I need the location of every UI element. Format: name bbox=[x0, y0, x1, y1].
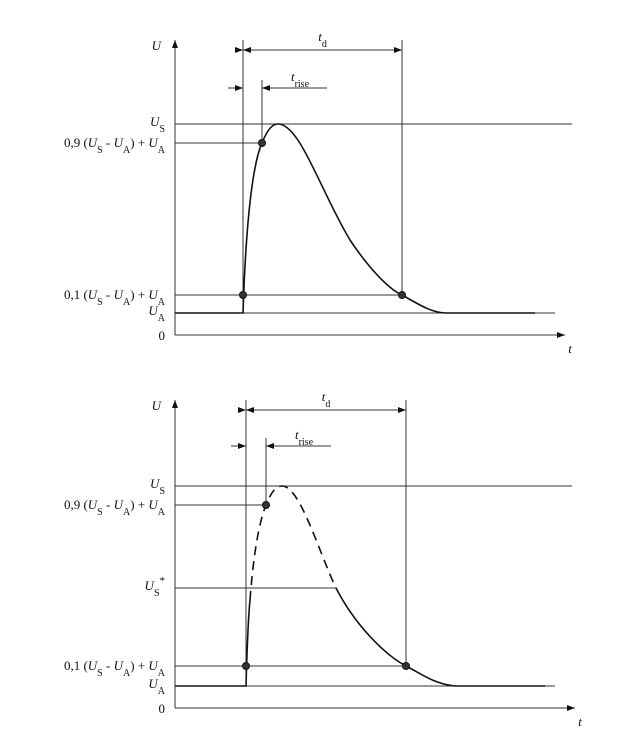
pulse-curve-dashed bbox=[249, 485, 337, 601]
u-s-star-label: US* bbox=[145, 575, 165, 599]
label-part: rise bbox=[299, 437, 314, 448]
label-part: U bbox=[148, 676, 159, 691]
label-part: ) + bbox=[130, 287, 148, 302]
label-part: U bbox=[114, 658, 125, 673]
level-label: 0,9 (US - UA) + UA bbox=[64, 135, 166, 156]
level-label: 0,1 (US - UA) + UA bbox=[64, 658, 166, 679]
label-part: U bbox=[88, 658, 99, 673]
label-part: ) + bbox=[130, 135, 148, 150]
label-part: S bbox=[97, 507, 103, 518]
arrow-start bbox=[243, 47, 251, 53]
label-part: U bbox=[114, 497, 125, 512]
pulse-curve bbox=[175, 123, 535, 314]
label-part: U bbox=[148, 287, 159, 302]
label-part: U bbox=[148, 658, 159, 673]
label-part: U bbox=[150, 114, 161, 129]
label-part: A bbox=[158, 313, 166, 324]
t-rise-label: trise bbox=[291, 69, 310, 90]
y-axis-label: U bbox=[152, 398, 163, 413]
label-part: 0,9 ( bbox=[64, 135, 88, 150]
label-part: t bbox=[322, 389, 326, 404]
label-part: U bbox=[145, 578, 156, 593]
t-d-label: td bbox=[322, 389, 331, 410]
x-axis-label: t bbox=[578, 714, 582, 729]
label-part: * bbox=[160, 575, 166, 587]
label-part: S bbox=[97, 668, 103, 679]
y-axis-label: U bbox=[152, 38, 163, 53]
label-part: U bbox=[152, 398, 163, 413]
label-part: U bbox=[88, 287, 99, 302]
label-part: S bbox=[159, 486, 165, 497]
pulse-curve bbox=[335, 587, 545, 687]
label-part: 0,9 ( bbox=[64, 497, 88, 512]
label-part: t bbox=[291, 69, 295, 84]
label-part: U bbox=[148, 135, 159, 150]
label-part: U bbox=[114, 135, 125, 150]
u-a-label: UA bbox=[148, 303, 165, 324]
label-part: - bbox=[103, 497, 114, 512]
label-part: U bbox=[148, 303, 159, 318]
arrow-start bbox=[246, 407, 254, 413]
point bbox=[258, 139, 266, 147]
label-part: S bbox=[159, 124, 165, 135]
label-part: A bbox=[158, 145, 166, 156]
u-s-label: US bbox=[150, 476, 165, 497]
label-part: t bbox=[295, 427, 299, 442]
point bbox=[398, 291, 406, 299]
point bbox=[242, 662, 250, 670]
label-part: - bbox=[103, 287, 114, 302]
label-part: U bbox=[88, 497, 99, 512]
point bbox=[262, 501, 270, 509]
origin-label: 0 bbox=[159, 328, 166, 343]
label-part: 0,1 ( bbox=[64, 658, 88, 673]
label-part: - bbox=[103, 658, 114, 673]
label-part: ) + bbox=[130, 497, 148, 512]
label-part: S bbox=[154, 588, 160, 599]
label-part: A bbox=[158, 668, 166, 679]
label-part: d bbox=[322, 39, 327, 50]
label-part: t bbox=[568, 341, 572, 356]
level-label: 0,1 (US - UA) + UA bbox=[64, 287, 166, 308]
label-part: 0,1 ( bbox=[64, 287, 88, 302]
label-part: A bbox=[123, 297, 131, 308]
point bbox=[402, 662, 410, 670]
level-label: 0,9 (US - UA) + UA bbox=[64, 497, 166, 518]
label-part: A bbox=[123, 145, 131, 156]
pulse-curve bbox=[175, 599, 251, 687]
label-part: U bbox=[88, 135, 99, 150]
label-part: U bbox=[148, 497, 159, 512]
label-part: A bbox=[158, 686, 166, 697]
label-part: U bbox=[114, 287, 125, 302]
label-part: rise bbox=[295, 79, 310, 90]
label-part: ) + bbox=[130, 658, 148, 673]
u-a-label: UA bbox=[148, 676, 165, 697]
label-part: t bbox=[578, 714, 582, 729]
label-part: S bbox=[97, 297, 103, 308]
label-part: - bbox=[103, 135, 114, 150]
t-rise-label: trise bbox=[295, 427, 314, 448]
label-part: A bbox=[123, 668, 131, 679]
label-part: U bbox=[152, 38, 163, 53]
label-part: A bbox=[158, 297, 166, 308]
label-part: t bbox=[318, 29, 322, 44]
u-s-label: US bbox=[150, 114, 165, 135]
origin-label: 0 bbox=[159, 701, 166, 716]
label-part: 0 bbox=[159, 701, 166, 716]
label-part: U bbox=[150, 476, 161, 491]
label-part: A bbox=[123, 507, 131, 518]
label-part: d bbox=[325, 399, 330, 410]
label-part: 0 bbox=[159, 328, 166, 343]
t-d-label: td bbox=[318, 29, 327, 50]
label-part: A bbox=[158, 507, 166, 518]
label-part: S bbox=[97, 145, 103, 156]
point bbox=[239, 291, 247, 299]
x-axis-label: t bbox=[568, 341, 572, 356]
